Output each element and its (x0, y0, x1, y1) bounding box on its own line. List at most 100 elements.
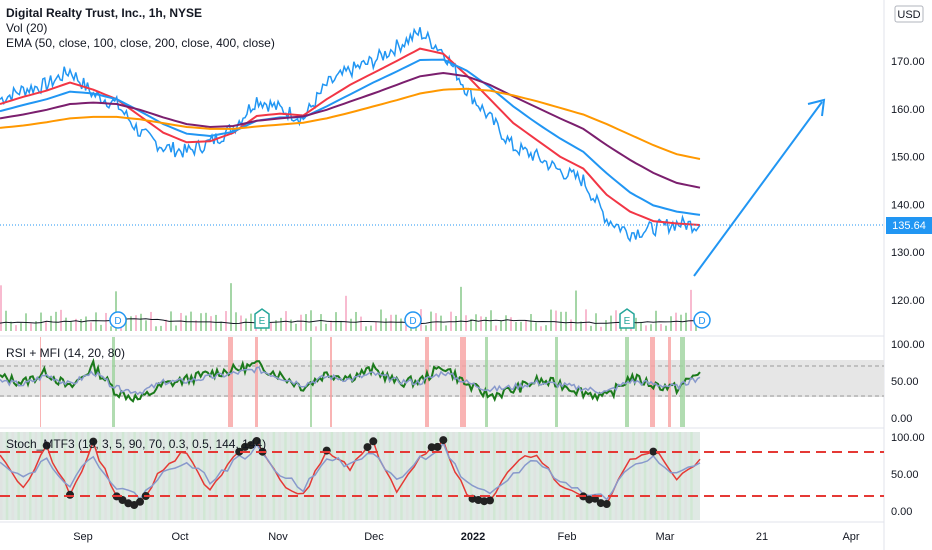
volume-bar (555, 310, 557, 331)
stoch-bar (243, 432, 247, 520)
volume-bar (65, 317, 67, 331)
volume-bar (130, 316, 132, 331)
volume-bar (445, 325, 447, 331)
volume-bar (50, 315, 52, 331)
price-lines (0, 27, 701, 243)
currency-label: USD (897, 9, 920, 21)
event-marker-label: E (259, 316, 266, 327)
volume-bar (275, 320, 277, 331)
stoch-bar (661, 432, 664, 520)
volume-bar (15, 325, 17, 331)
volume-bar (440, 315, 442, 331)
stoch-extreme-dot (235, 447, 244, 456)
volume-bar (165, 319, 167, 331)
volume-bar (125, 317, 127, 331)
stoch-extreme-dot (136, 497, 144, 506)
stoch-bar (429, 432, 432, 520)
volume-bar (545, 325, 547, 331)
rsi-highlight-bar (112, 337, 115, 427)
stoch-extreme-dot (322, 446, 331, 455)
stoch-bar (290, 432, 293, 520)
volume-bar (525, 319, 527, 331)
stoch-extreme-dot (602, 500, 611, 508)
rsi-highlight-bar (650, 337, 655, 427)
stoch-extreme-dot (486, 496, 494, 505)
rsi-highlight-bar (485, 337, 488, 427)
time-tick-label: 21 (756, 531, 768, 543)
stoch-bar (301, 432, 305, 520)
rsi-legend[interactable]: RSI + MFI (14, 20, 80) (6, 346, 125, 361)
time-tick-label: Nov (268, 531, 288, 543)
stoch-bar (214, 432, 218, 520)
stoch-bar (377, 432, 380, 520)
stoch-bar (261, 432, 264, 520)
stoch-bar (145, 432, 148, 520)
volume-bar (655, 310, 657, 331)
volume-bar (690, 289, 692, 331)
symbol-title[interactable]: Digital Realty Trust, Inc., 1h, NYSE (6, 6, 203, 20)
stoch-bar (272, 432, 276, 520)
volume-bar (600, 326, 602, 331)
stoch-bar (139, 432, 142, 520)
volume-bar (145, 320, 147, 331)
volume-bar (60, 309, 62, 331)
volume-bar (640, 321, 642, 331)
stoch-bar (417, 432, 421, 520)
currency-box[interactable] (894, 5, 924, 23)
stoch-bar (92, 432, 96, 520)
stoch-bar (359, 432, 363, 520)
stoch-bar (382, 432, 386, 520)
volume-bar (530, 314, 532, 331)
projection-arrow[interactable] (693, 101, 823, 277)
stoch-bar (533, 432, 537, 520)
volume-bar (355, 311, 357, 331)
stoch-bar (603, 432, 606, 520)
stoch-bar (614, 432, 618, 520)
volume-bar (535, 322, 537, 331)
legend-block: Digital Realty Trust, Inc., 1h, NYSE Vol… (6, 6, 275, 51)
stoch-bar (284, 432, 287, 520)
event-marker-label: E (624, 316, 631, 327)
volume-bar (30, 323, 32, 331)
volume-bar (455, 316, 457, 331)
volume-bar (5, 310, 7, 331)
volume-bar (105, 312, 107, 331)
price-tick-label: 160.00 (891, 104, 925, 116)
stoch-bar (168, 432, 171, 520)
volume-bar (210, 316, 212, 331)
stoch-extreme-dot (89, 437, 98, 446)
stoch-bar (452, 432, 455, 520)
stoch-bar (232, 432, 235, 520)
volume-bar (370, 325, 372, 331)
rsi-tick-label: 0.00 (891, 413, 912, 425)
volume-bar (405, 325, 407, 331)
stoch-bar (522, 432, 525, 520)
rsi-tick-label: 50.00 (891, 376, 919, 388)
stoch-bar (0, 432, 3, 520)
price-tick-label: 150.00 (891, 152, 925, 164)
price-axis: 170.00 160.00 150.00 140.00 130.00 120.00 (891, 56, 925, 307)
projection-arrowhead (807, 98, 826, 117)
stoch-tick-label: 0.00 (891, 506, 912, 518)
volume-bar (565, 311, 567, 331)
volume-bar (465, 315, 467, 331)
stoch-bar (632, 432, 635, 520)
volume-bar (310, 310, 312, 331)
ema-label[interactable]: EMA (50, close, 100, close, 200, close, … (6, 36, 275, 50)
price-pane[interactable] (0, 0, 884, 336)
last-price-badge-text: 135.64 (892, 220, 926, 232)
stoch-bar (81, 432, 84, 520)
stoch-legend[interactable]: Stoch_MTF3 (18, 3, 5, 90, 70, 0.3, 0.5, … (6, 437, 266, 452)
stoch-bar (237, 432, 241, 520)
stoch-extreme-dot (118, 496, 127, 504)
volume-bar (10, 321, 12, 331)
volume-bar (345, 295, 347, 331)
stoch-bar (475, 432, 479, 520)
volume-label[interactable]: Vol (20) (6, 21, 48, 35)
stoch-bar (203, 432, 206, 520)
rsi-highlight-bar (425, 337, 429, 427)
stoch-extreme-dot (433, 442, 442, 451)
rsi-highlight-bar (40, 337, 41, 427)
